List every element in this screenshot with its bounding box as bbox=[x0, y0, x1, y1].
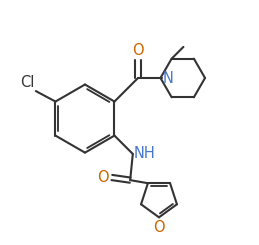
Text: O: O bbox=[98, 170, 109, 185]
Text: O: O bbox=[132, 43, 144, 58]
Text: N: N bbox=[162, 71, 173, 86]
Text: O: O bbox=[153, 220, 165, 235]
Text: NH: NH bbox=[134, 147, 156, 161]
Text: Cl: Cl bbox=[20, 75, 34, 90]
